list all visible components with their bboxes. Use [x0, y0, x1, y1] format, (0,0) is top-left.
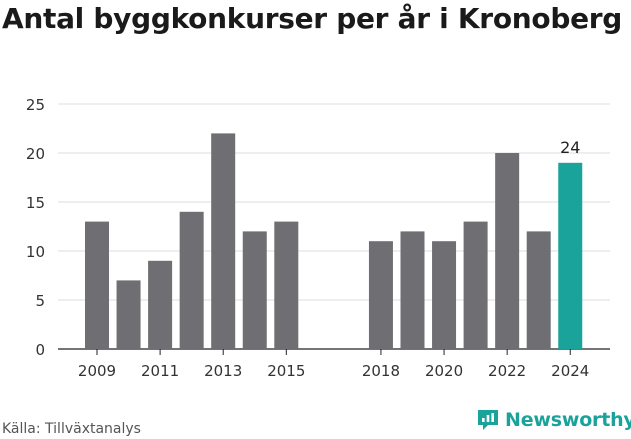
x-tick-label: 2013 — [204, 362, 242, 380]
bar-2023 — [526, 231, 551, 349]
bar-2009 — [85, 221, 109, 349]
x-tick-label: 2018 — [362, 362, 400, 380]
bar-2019 — [400, 231, 425, 349]
brand-name: Newsworthy — [505, 409, 631, 431]
bar-2013 — [211, 133, 236, 349]
bar-2020 — [432, 241, 457, 349]
bar-2021 — [463, 221, 488, 349]
x-tick-label: 2009 — [78, 362, 116, 380]
bar-2015 — [274, 221, 299, 349]
data-label-2024: 24 — [560, 138, 580, 157]
bar-2012 — [179, 211, 204, 349]
y-tick-label: 0 — [35, 341, 45, 359]
y-tick-label: 20 — [26, 145, 45, 163]
y-tick-label: 5 — [35, 292, 45, 310]
y-tick-label: 15 — [26, 194, 45, 212]
x-tick-label: 2020 — [425, 362, 463, 380]
y-tick-label: 10 — [26, 243, 45, 261]
chart-title: Antal byggkonkurser per år i Kronoberg — [2, 2, 623, 35]
x-tick-label: 2011 — [141, 362, 179, 380]
bar-2014 — [242, 231, 267, 349]
bar-2010 — [116, 280, 141, 349]
y-tick-label: 25 — [26, 96, 45, 114]
bar-2011 — [148, 260, 173, 349]
source-note: Källa: Tillväxtanalys — [2, 421, 141, 437]
newsworthy-logo-icon — [478, 410, 498, 430]
bar-2022 — [495, 153, 520, 349]
bar-2018 — [368, 241, 393, 349]
bar-2024 — [558, 162, 583, 349]
newsworthy-logo: Newsworthy — [476, 408, 631, 432]
x-tick-label: 2024 — [551, 362, 589, 380]
x-tick-label: 2015 — [267, 362, 305, 380]
x-tick-label: 2022 — [488, 362, 526, 380]
